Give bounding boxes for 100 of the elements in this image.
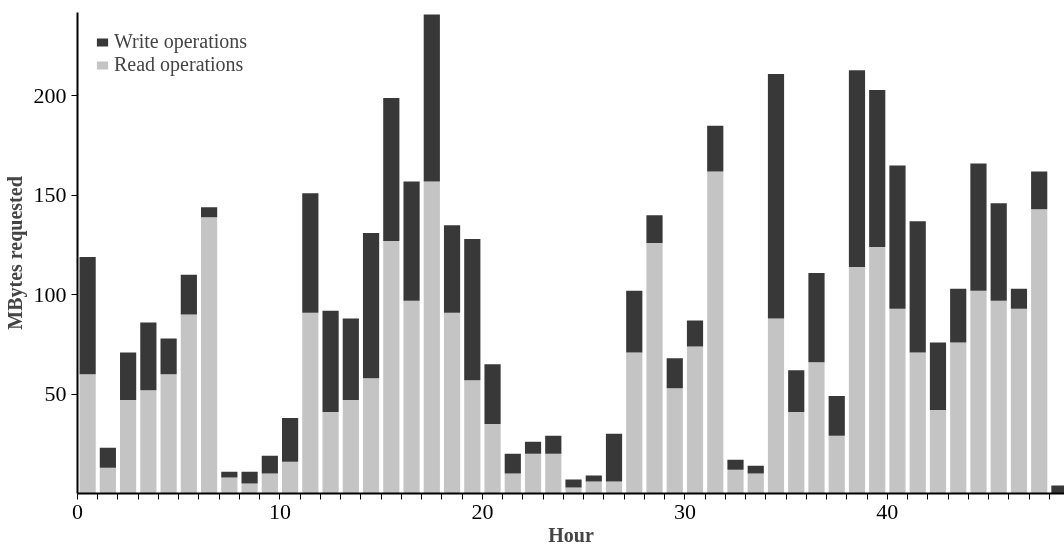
bar [484,423,501,494]
bar [261,473,278,494]
bar [322,310,339,413]
bar [747,465,764,474]
bar [990,300,1007,494]
bar [767,318,785,494]
bar [950,342,967,494]
bar [727,469,744,494]
bar [605,481,623,494]
bar [362,233,380,379]
y-axis-title: MBytes requested [3,176,27,330]
bar [79,256,96,375]
bar [848,266,866,494]
bar [342,318,359,401]
bar [666,358,683,389]
bar [423,14,440,182]
bar [120,352,137,401]
y-tick-label: 150 [33,182,67,208]
bar [504,473,521,494]
bar [281,461,299,494]
bar [484,364,501,424]
y-tick-label: 200 [33,82,67,108]
bar [160,374,177,494]
bar [545,453,562,494]
bar [646,243,663,494]
bar [1010,288,1028,309]
bar [686,320,704,347]
bar [302,312,319,494]
x-tick-label: 0 [72,498,83,524]
bar [99,447,116,468]
bar [342,400,359,494]
bar [808,362,825,494]
bar [808,272,825,363]
x-tick-label: 10 [268,498,291,524]
bar [747,473,764,494]
bar [443,225,461,313]
bar [828,396,845,436]
bar [585,481,602,494]
bar [990,203,1007,301]
bar [79,374,96,494]
bar [160,338,177,375]
bar [140,390,157,494]
bar [950,288,967,343]
bar [180,274,197,315]
bar [524,453,542,494]
bar [383,241,400,494]
bar [929,410,947,494]
bar [970,163,987,291]
bar [727,459,744,470]
bar [889,308,906,494]
bar [464,380,481,494]
bar [889,165,906,309]
bar [201,217,218,494]
bar [403,181,420,301]
bar [909,221,926,353]
bar [869,247,886,494]
bar [929,342,947,411]
bar [585,475,602,482]
y-tick-label: 50 [44,381,67,407]
bar [362,378,380,494]
bar [707,125,724,172]
bar [869,90,886,248]
bar [909,352,926,494]
bar [707,171,724,494]
bar [626,352,643,494]
bar [646,215,663,244]
bar [848,70,866,267]
bar [970,290,987,494]
x-tick-label: 30 [673,498,696,524]
bar [383,97,400,242]
bar [120,400,137,494]
bar [322,412,339,494]
bar [180,314,197,494]
bar [201,207,218,218]
bar [504,453,521,474]
bar [464,239,481,381]
bar [241,483,258,494]
x-tick-label: 20 [471,498,494,524]
bar [626,290,643,353]
bar [302,193,319,313]
bar [605,433,623,482]
bar [788,412,805,494]
x-axis-title: Hour [548,523,594,546]
y-tick-label: 100 [33,281,67,307]
bar [281,417,299,462]
bar [1031,171,1048,210]
bar [403,300,420,494]
bar [828,435,845,494]
bar [99,467,116,494]
bar [443,312,461,494]
bar [140,322,157,391]
bar [767,74,785,319]
bar [666,388,683,494]
bar [261,455,278,474]
bar [1010,308,1028,494]
bar [686,346,704,494]
bar [1031,209,1048,494]
bar [524,441,542,454]
bar [788,370,805,413]
legend-label: Write operations [114,30,248,53]
